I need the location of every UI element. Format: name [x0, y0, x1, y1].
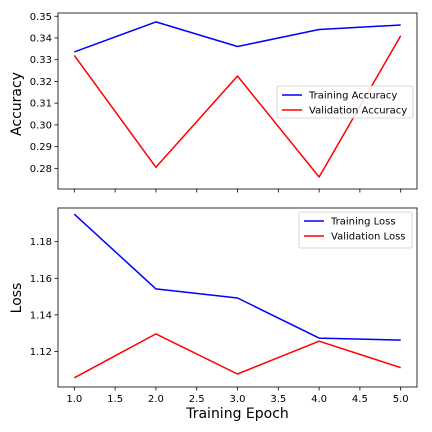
series-line-validation-accuracy	[73, 35, 402, 178]
y-tick-label: 0.35	[30, 12, 52, 23]
legend-box	[276, 85, 414, 119]
y-tick-label: 1.14	[30, 310, 52, 321]
y-tick-label: 0.33	[30, 55, 52, 66]
x-tick-label: 4.0	[311, 394, 327, 405]
y-tick-label: 1.16	[30, 274, 52, 285]
x-tick-label: 4.5	[352, 394, 368, 405]
legend-label: Validation Accuracy	[309, 106, 407, 117]
y-axis-title: Accuracy	[9, 72, 25, 136]
y-axis-title: Loss	[9, 283, 25, 314]
y-tick-label: 0.30	[30, 120, 52, 131]
legend-label: Validation Loss	[331, 232, 406, 243]
x-tick-label: 3.0	[230, 394, 246, 405]
y-tick-label: 0.29	[30, 142, 52, 153]
series-line-validation-loss	[73, 333, 401, 379]
y-tick-label: 0.32	[30, 77, 52, 88]
y-tick-label: 1.18	[30, 237, 52, 248]
legend-label: Training Loss	[330, 217, 396, 228]
y-tick-label: 1.12	[30, 347, 52, 358]
chart-panel-1: 0.28 0.29 0.30 0.31 0.32 0.33 0.34 0.35 Accuracy…	[9, 12, 418, 193]
y-tick-label: 0.31	[30, 99, 52, 110]
x-axis-title: Training Epoch	[185, 406, 289, 422]
legend: Training Accuracy Validation Accuracy	[276, 85, 414, 119]
legend: Training Loss Validation Loss	[298, 211, 413, 249]
x-tick-label: 1.0	[66, 394, 82, 405]
x-tick-label: 3.5	[270, 394, 286, 405]
x-tick-label: 1.5	[107, 394, 123, 405]
legend-box	[298, 211, 413, 249]
y-tick-label: 0.34	[30, 33, 52, 44]
y-tick-label: 0.28	[30, 164, 52, 175]
chart-panel-2: 1.0 1.5 2.0 2.5 3.0 3.5 4.0 4.5 5.0 1.12 1.14 1.16 1…	[9, 207, 418, 422]
series-line-training-loss	[73, 213, 401, 341]
x-tick-label: 2.0	[148, 394, 164, 405]
series-line-training-accuracy	[74, 21, 401, 53]
x-tick-label: 5.0	[393, 394, 409, 405]
x-tick-label: 2.5	[189, 394, 205, 405]
legend-label: Training Accuracy	[308, 91, 397, 102]
